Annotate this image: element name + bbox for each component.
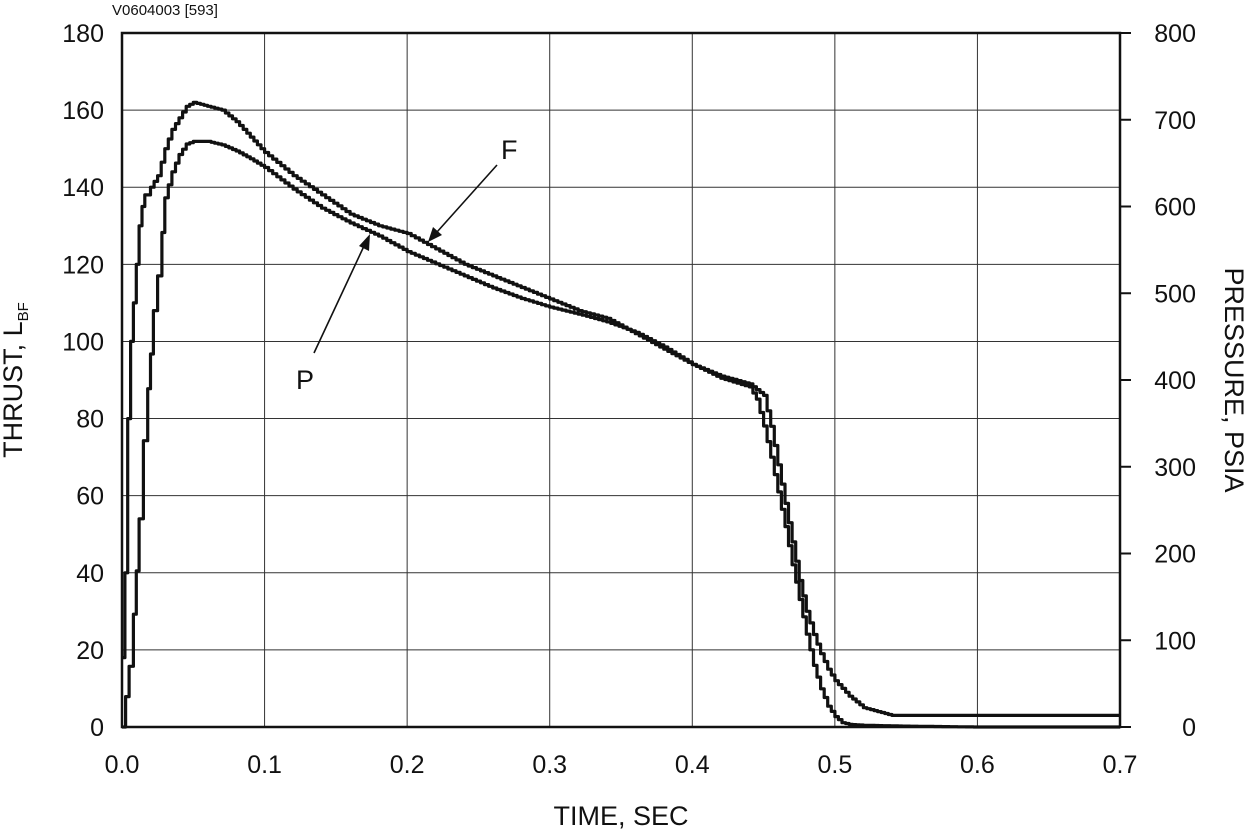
x-tick-label: 0.0 [105, 751, 140, 779]
y-tick-label: 80 [76, 406, 104, 434]
series-label-f: F [501, 135, 518, 165]
series-line-p [122, 139, 1120, 729]
grid [122, 33, 1120, 727]
y2-tick-label: 0 [1182, 714, 1196, 742]
arrow-f-head [428, 227, 442, 242]
y-axis-title-main: THRUST, L [0, 321, 28, 458]
x-tick-label: 0.7 [1103, 751, 1138, 779]
y-axis-ticks: 0 20 40 60 80 100 120 140 160 180 [62, 20, 104, 742]
x-tick-label: 0.2 [390, 751, 425, 779]
y2-tick-label: 400 [1154, 367, 1196, 395]
y-tick-label: 0 [90, 714, 104, 742]
x-tick-label: 0.3 [532, 751, 567, 779]
series-layer [122, 100, 1120, 729]
series-label-p: P [296, 365, 314, 395]
y2-axis-title: PRESSURE, PSIA [1219, 267, 1248, 492]
x-axis-title: TIME, SEC [553, 801, 688, 831]
y2-tick-label: 100 [1154, 627, 1196, 655]
y2-tick-label: 600 [1154, 194, 1196, 222]
y2-axis-ticks: 0 100 200 300 400 500 600 700 800 [1120, 20, 1196, 742]
y-tick-label: 160 [62, 97, 104, 125]
y-tick-label: 20 [76, 637, 104, 665]
y-tick-label: 40 [76, 560, 104, 588]
x-axis-ticks: 0.0 0.1 0.2 0.3 0.4 0.5 0.6 0.7 [105, 751, 1138, 779]
x-tick-label: 0.6 [960, 751, 995, 779]
y-tick-label: 140 [62, 174, 104, 202]
y-tick-label: 100 [62, 328, 104, 356]
series-line-f [122, 100, 1120, 717]
series-annotations: F P [296, 135, 518, 395]
figure-id: V0604003 [593] [112, 2, 218, 19]
y-axis-title: THRUST, LBF [0, 302, 32, 458]
y-tick-label: 60 [76, 483, 104, 511]
x-tick-label: 0.4 [675, 751, 710, 779]
arrow-p-shaft [313, 245, 365, 354]
arrow-p-head [359, 234, 370, 251]
y2-tick-label: 500 [1154, 280, 1196, 308]
y2-tick-label: 300 [1154, 454, 1196, 482]
plot-frame [120, 31, 1122, 729]
y-tick-label: 120 [62, 251, 104, 279]
x-tick-label: 0.5 [817, 751, 852, 779]
y2-tick-label: 700 [1154, 107, 1196, 135]
y-axis-title-subscript: BF [15, 302, 32, 321]
y-tick-label: 180 [62, 20, 104, 48]
y2-tick-label: 200 [1154, 541, 1196, 569]
y2-tick-label: 800 [1154, 20, 1196, 48]
arrow-f-shaft [436, 164, 498, 233]
x-tick-label: 0.1 [247, 751, 282, 779]
